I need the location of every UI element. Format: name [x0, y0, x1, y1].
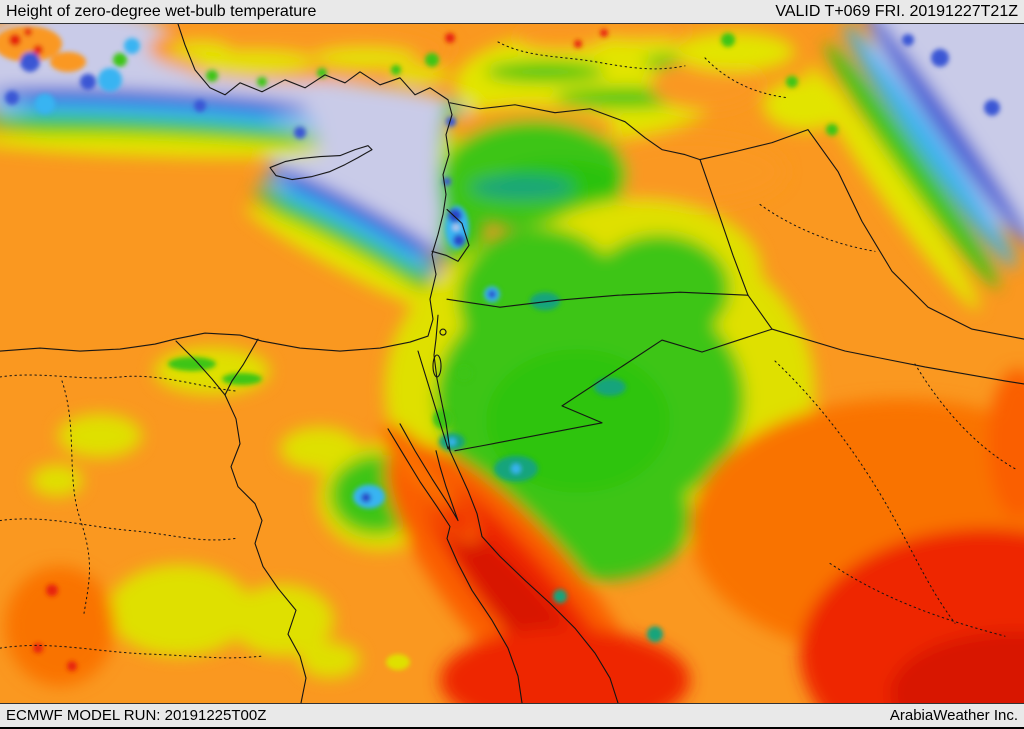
admin-borders-layer [0, 41, 1016, 659]
topbar: Height of zero-degree wet-bulb temperatu… [0, 0, 1024, 24]
valid-time-label: VALID T+069 FRI. 20191227T21Z [775, 2, 1018, 20]
attribution-label: ArabiaWeather Inc. [889, 707, 1018, 724]
contour-detail-layer [0, 25, 1000, 672]
bottombar: ECMWF MODEL RUN: 20191225T00Z ArabiaWeat… [0, 703, 1024, 729]
map-area [0, 24, 1024, 703]
map-title: Height of zero-degree wet-bulb temperatu… [6, 2, 317, 20]
model-run-label: ECMWF MODEL RUN: 20191225T00Z [6, 707, 267, 724]
borders-layer [0, 24, 1024, 703]
weather-map [0, 24, 1024, 703]
